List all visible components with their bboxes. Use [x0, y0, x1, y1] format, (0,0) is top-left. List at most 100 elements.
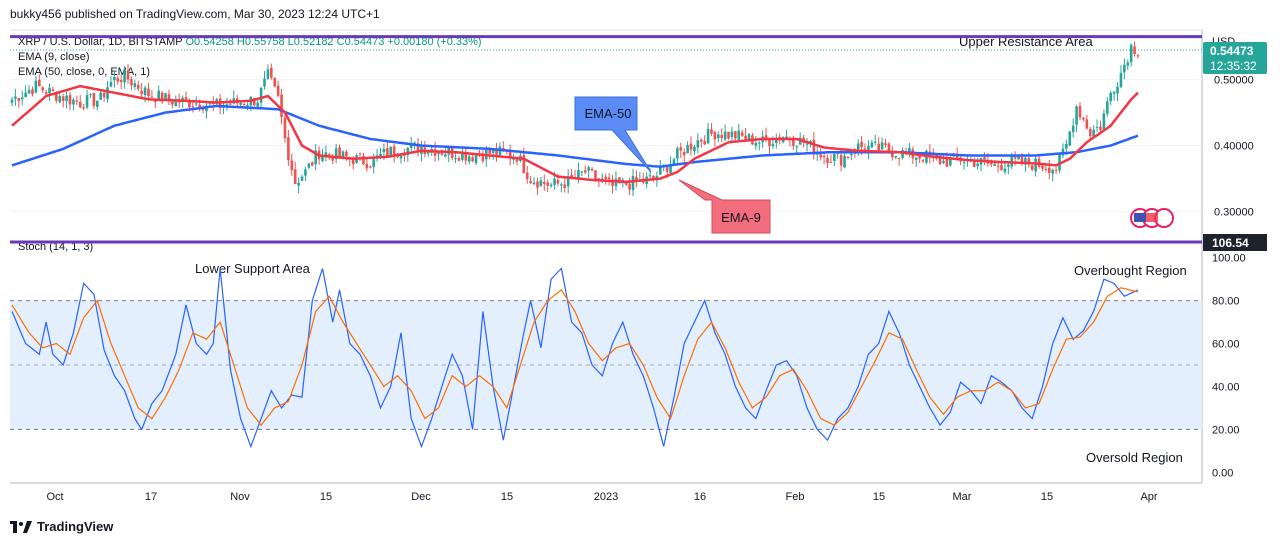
candle[interactable]: [812, 132, 816, 160]
candle[interactable]: [92, 92, 96, 110]
candle[interactable]: [437, 152, 440, 161]
candle[interactable]: [51, 86, 55, 92]
candle[interactable]: [37, 74, 41, 87]
candle[interactable]: [461, 148, 464, 162]
ema50-legend[interactable]: EMA (50, close, 0, EMA, 1): [18, 66, 151, 78]
candle[interactable]: [375, 148, 379, 162]
candle[interactable]: [723, 124, 727, 142]
stoch-highlight-badge[interactable]: 106.54: [1203, 234, 1267, 251]
candle[interactable]: [590, 167, 594, 172]
candle[interactable]: [795, 145, 799, 154]
candle[interactable]: [727, 131, 730, 140]
candle[interactable]: [130, 76, 133, 91]
candle[interactable]: [365, 158, 369, 172]
candle[interactable]: [27, 84, 31, 94]
candle[interactable]: [140, 83, 143, 99]
candle[interactable]: [133, 79, 137, 90]
candle[interactable]: [273, 77, 277, 88]
candle[interactable]: [68, 92, 72, 111]
candle[interactable]: [293, 161, 297, 184]
candle[interactable]: [734, 130, 737, 141]
candle[interactable]: [75, 95, 79, 106]
ema9-callout[interactable]: EMA-9: [678, 179, 771, 234]
candle[interactable]: [805, 138, 809, 152]
candle[interactable]: [423, 140, 427, 158]
ema50-line[interactable]: [11, 104, 1139, 168]
candle[interactable]: [334, 143, 338, 164]
candle[interactable]: [631, 169, 635, 197]
candle[interactable]: [123, 66, 126, 89]
candle[interactable]: [167, 89, 171, 105]
candle[interactable]: [583, 165, 587, 175]
candle[interactable]: [297, 177, 300, 194]
candle[interactable]: [884, 138, 887, 148]
candle[interactable]: [703, 135, 706, 146]
candle[interactable]: [1075, 104, 1078, 133]
candle[interactable]: [150, 89, 154, 98]
last-price-badge[interactable]: 0.54473 12:35:32: [1203, 41, 1267, 74]
candle[interactable]: [587, 165, 590, 178]
candle[interactable]: [897, 157, 901, 166]
candle[interactable]: [877, 137, 880, 153]
candle[interactable]: [116, 75, 120, 85]
candle[interactable]: [833, 151, 836, 167]
candle[interactable]: [78, 95, 82, 109]
candle[interactable]: [48, 83, 51, 101]
candle[interactable]: [17, 97, 21, 108]
candle[interactable]: [89, 93, 92, 98]
candle[interactable]: [600, 173, 604, 184]
candle[interactable]: [880, 137, 884, 151]
stoch-legend[interactable]: Stoch (14, 1, 3): [18, 241, 94, 253]
candle[interactable]: [34, 75, 38, 94]
candle[interactable]: [546, 179, 550, 193]
candle[interactable]: [829, 154, 833, 163]
candle[interactable]: [61, 93, 65, 108]
candle[interactable]: [1112, 90, 1116, 101]
candle[interactable]: [730, 126, 734, 143]
candle[interactable]: [85, 89, 89, 110]
candle[interactable]: [676, 146, 679, 165]
stoch-d-line[interactable]: [11, 287, 1139, 427]
candle[interactable]: [1082, 116, 1085, 122]
candle[interactable]: [1102, 109, 1106, 131]
candle[interactable]: [481, 150, 485, 164]
candle[interactable]: [10, 97, 14, 107]
candle[interactable]: [607, 173, 611, 186]
candle[interactable]: [713, 130, 717, 147]
candle[interactable]: [283, 112, 287, 143]
candle[interactable]: [310, 161, 314, 167]
candle[interactable]: [1085, 114, 1089, 130]
candle[interactable]: [577, 162, 580, 184]
candle[interactable]: [280, 88, 283, 125]
candle[interactable]: [416, 137, 420, 157]
candle[interactable]: [740, 129, 744, 138]
candle[interactable]: [686, 141, 689, 154]
ema9-legend[interactable]: EMA (9, close): [18, 51, 90, 63]
candle[interactable]: [519, 151, 522, 163]
candle[interactable]: [1099, 120, 1102, 133]
candle[interactable]: [1126, 59, 1130, 70]
candle[interactable]: [1068, 130, 1072, 147]
candle[interactable]: [242, 102, 246, 107]
candle[interactable]: [983, 152, 986, 166]
candle[interactable]: [270, 63, 273, 80]
candle[interactable]: [1129, 43, 1133, 67]
candle[interactable]: [532, 177, 536, 186]
candle[interactable]: [894, 156, 898, 160]
candle[interactable]: [696, 133, 700, 154]
candle[interactable]: [921, 159, 925, 163]
candle[interactable]: [307, 162, 311, 170]
candle[interactable]: [996, 162, 1000, 173]
candle[interactable]: [454, 153, 457, 164]
candle[interactable]: [126, 64, 130, 85]
candle[interactable]: [96, 100, 99, 111]
candle[interactable]: [1133, 41, 1136, 57]
candle[interactable]: [1007, 161, 1010, 175]
candle[interactable]: [641, 172, 645, 185]
candle[interactable]: [635, 170, 638, 188]
candle[interactable]: [300, 174, 304, 182]
candle[interactable]: [1095, 119, 1099, 132]
candle[interactable]: [205, 103, 208, 119]
candle[interactable]: [464, 146, 468, 165]
